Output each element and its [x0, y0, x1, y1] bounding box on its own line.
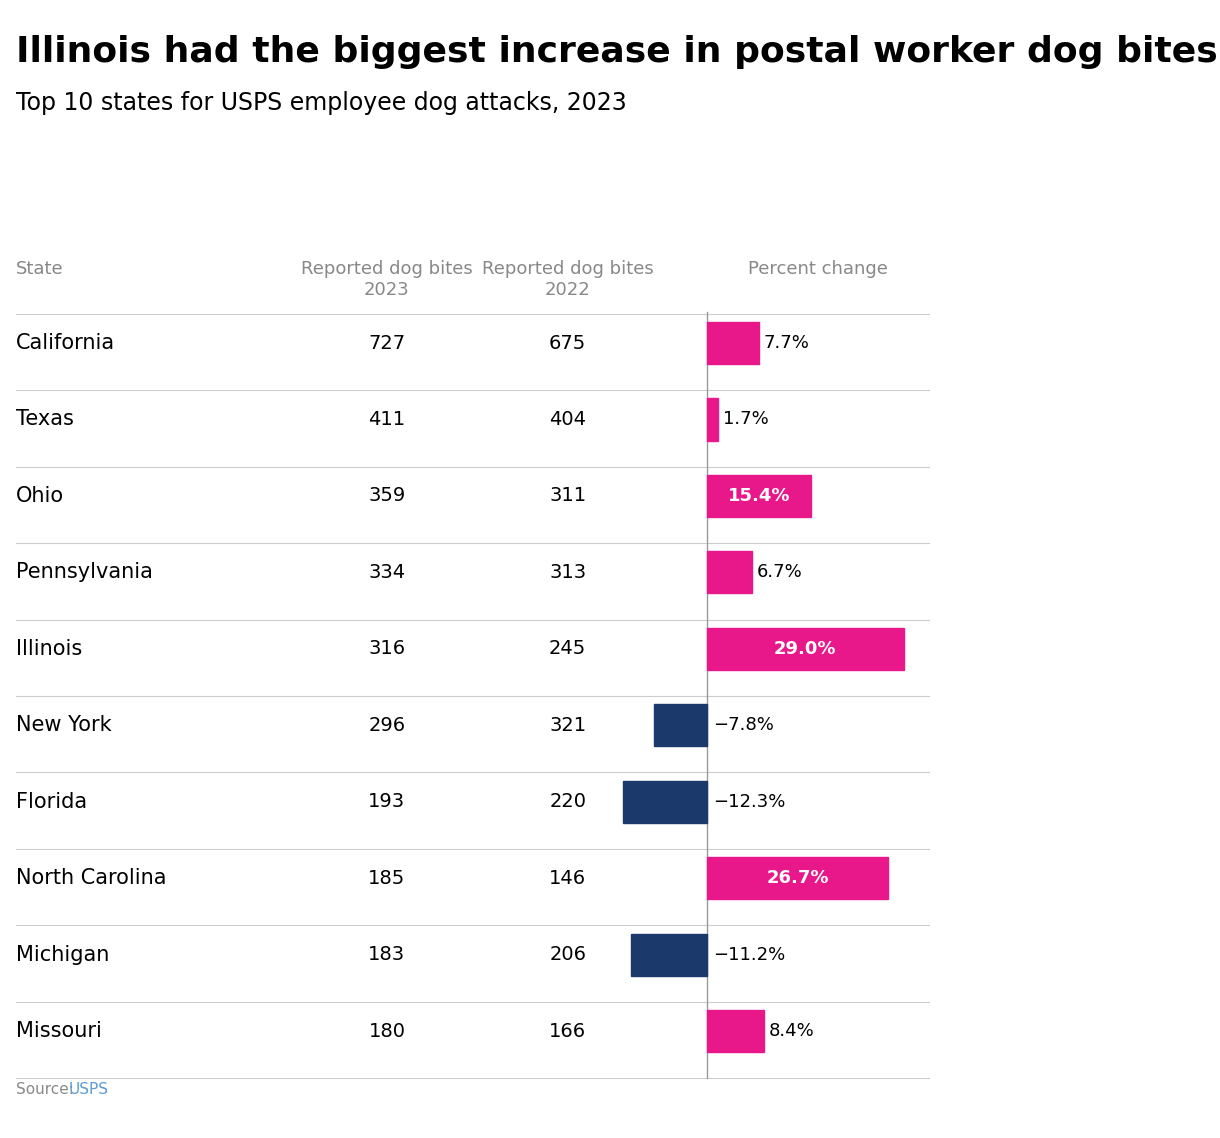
Text: 180: 180	[368, 1022, 405, 1040]
Text: 206: 206	[549, 945, 586, 964]
Text: Missouri: Missouri	[16, 1021, 102, 1041]
Text: 334: 334	[368, 563, 405, 582]
Text: 675: 675	[549, 333, 587, 353]
Text: 146: 146	[549, 868, 586, 888]
Text: 183: 183	[368, 945, 405, 964]
Text: Reported dog bites
2022: Reported dog bites 2022	[482, 259, 654, 298]
Text: New York: New York	[16, 716, 112, 735]
Text: 8.4%: 8.4%	[769, 1022, 814, 1040]
Text: 220: 220	[549, 792, 586, 811]
Text: 26.7%: 26.7%	[766, 869, 828, 888]
Text: Source:: Source:	[16, 1082, 79, 1097]
Text: 245: 245	[549, 640, 587, 658]
Text: 6.7%: 6.7%	[756, 563, 803, 582]
Text: 404: 404	[549, 410, 586, 429]
Text: California: California	[16, 333, 116, 353]
Bar	[706, 475, 811, 517]
Text: 1.7%: 1.7%	[723, 411, 769, 429]
Text: −7.8%: −7.8%	[714, 716, 773, 734]
Bar	[623, 781, 706, 823]
Text: 7.7%: 7.7%	[764, 335, 810, 352]
Text: 321: 321	[549, 716, 586, 735]
Text: 311: 311	[549, 486, 586, 505]
Text: Michigan: Michigan	[16, 945, 110, 965]
Bar	[654, 704, 706, 747]
Text: USPS: USPS	[70, 1082, 109, 1097]
Bar	[706, 551, 753, 593]
Text: Pennsylvania: Pennsylvania	[16, 562, 152, 583]
Text: 316: 316	[368, 640, 405, 658]
Text: Top 10 states for USPS employee dog attacks, 2023: Top 10 states for USPS employee dog atta…	[16, 91, 627, 115]
Text: North Carolina: North Carolina	[16, 868, 167, 888]
Text: Texas: Texas	[16, 410, 74, 429]
Text: 411: 411	[368, 410, 405, 429]
Text: 193: 193	[368, 792, 405, 811]
Bar	[706, 398, 719, 440]
Text: −11.2%: −11.2%	[714, 946, 786, 964]
Bar	[706, 628, 904, 670]
Text: 727: 727	[368, 333, 405, 353]
Bar	[706, 1011, 764, 1052]
Text: 29.0%: 29.0%	[773, 640, 837, 658]
Text: Reported dog bites
2023: Reported dog bites 2023	[301, 259, 473, 298]
Bar	[631, 933, 706, 975]
Bar	[706, 322, 759, 364]
Text: 313: 313	[549, 563, 586, 582]
Text: Ohio: Ohio	[16, 486, 65, 506]
Text: 185: 185	[368, 868, 405, 888]
Text: 296: 296	[368, 716, 405, 735]
Text: Illinois had the biggest increase in postal worker dog bites.: Illinois had the biggest increase in pos…	[16, 35, 1220, 69]
Text: −12.3%: −12.3%	[714, 793, 786, 810]
Text: State: State	[16, 259, 63, 278]
Text: 359: 359	[368, 486, 405, 505]
Text: 15.4%: 15.4%	[728, 487, 791, 505]
Text: Percent change: Percent change	[748, 259, 888, 278]
Bar	[706, 857, 888, 899]
Text: 166: 166	[549, 1022, 586, 1040]
Text: Illinois: Illinois	[16, 638, 83, 659]
Text: Florida: Florida	[16, 792, 88, 811]
